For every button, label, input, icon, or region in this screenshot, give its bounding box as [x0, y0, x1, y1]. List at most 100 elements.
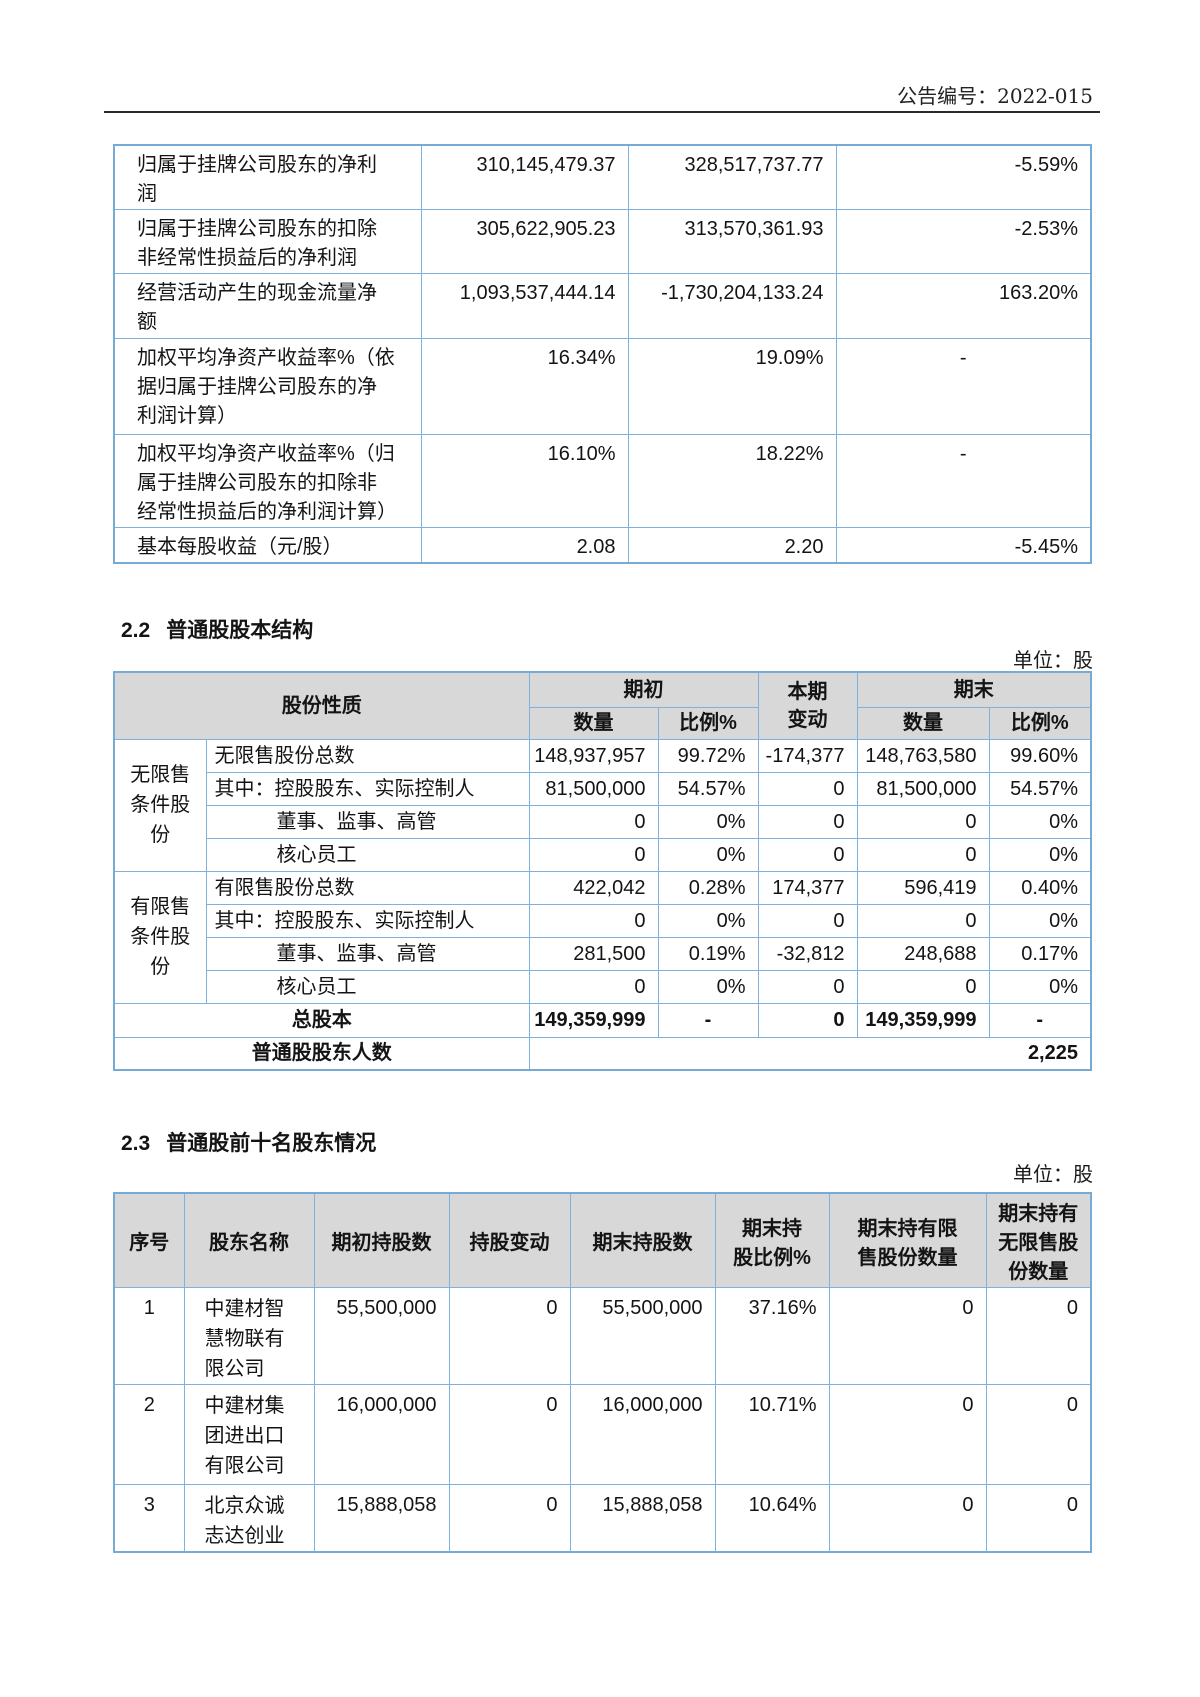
table-header-row: 数量 比例% 数量 比例%: [114, 706, 1092, 740]
value-cell: 0: [985, 1484, 1092, 1553]
index-cell: 2: [113, 1384, 185, 1485]
top-shareholders-table: 序号 股东名称 期初持股数 持股变动 期末持股数 期末持 股比例% 期末持有限 …: [113, 1192, 1092, 1553]
table-row: 核心员工 0 0% 0 0 0%: [114, 969, 1092, 1004]
header-ending: 期末: [856, 671, 1092, 708]
value-cell: 328,517,737.77: [627, 144, 837, 210]
section-number: 2.2: [121, 619, 151, 642]
value-cell: 0.40%: [988, 870, 1092, 905]
shareholder-name: 中建材智 慧物联有 限公司: [183, 1287, 315, 1385]
value-cell: 10.71%: [714, 1384, 830, 1485]
announcement-number: 公告编号：2022-015: [897, 84, 1093, 108]
header-final-ratio: 期末持 股比例%: [714, 1192, 830, 1288]
value-cell: 248,688: [856, 936, 990, 971]
value-cell: 16,000,000: [313, 1384, 450, 1485]
value-cell: 0: [856, 903, 990, 938]
row-label: 归属于挂牌公司股东的净利 润: [113, 144, 422, 210]
value-cell: 149,359,999: [856, 1002, 990, 1038]
value-cell: 10.64%: [714, 1484, 830, 1553]
header-final-shares: 期末持股数: [569, 1192, 716, 1288]
total-label: 总股本: [113, 1002, 530, 1038]
header-rule: [104, 111, 1100, 113]
value-cell: 0.28%: [657, 870, 759, 905]
value-cell: -2.53%: [835, 209, 1092, 274]
value-cell: 0%: [657, 837, 759, 872]
value-cell: 55,500,000: [569, 1287, 716, 1385]
value-cell: 313,570,361.93: [627, 209, 837, 274]
header-restricted-held: 期末持有限 售股份数量: [828, 1192, 987, 1288]
unit-label: 单位：股: [1013, 650, 1093, 672]
row-label: 核心员工: [205, 969, 530, 1004]
value-cell: 37.16%: [714, 1287, 830, 1385]
value-cell: 0: [856, 969, 990, 1004]
table-row: 归属于挂牌公司股东的净利 润 310,145,479.37 328,517,73…: [113, 144, 1092, 210]
value-cell: 0: [757, 771, 858, 806]
value-cell: 2.20: [627, 527, 837, 564]
value-cell: -: [835, 338, 1092, 435]
summary-table: 归属于挂牌公司股东的净利 润 310,145,479.37 328,517,73…: [113, 144, 1092, 564]
value-cell: -174,377: [757, 738, 858, 773]
value-cell: 0: [985, 1384, 1092, 1485]
row-label: 董事、监事、高管: [205, 804, 530, 839]
row-label: 其中：控股股东、实际控制人: [205, 771, 530, 806]
table-row: 核心员工 0 0% 0 0 0%: [114, 837, 1092, 872]
value-cell: 81,500,000: [856, 771, 990, 806]
value-cell: 0%: [657, 804, 759, 839]
value-cell: 0%: [988, 903, 1092, 938]
row-label: 其中：控股股东、实际控制人: [205, 903, 530, 938]
value-cell: 1,093,537,444.14: [420, 273, 629, 339]
value-cell: 305,622,905.23: [420, 209, 629, 274]
value-cell: 0: [828, 1484, 987, 1553]
value-cell: 0: [528, 903, 659, 938]
value-cell: -: [835, 434, 1092, 528]
section-title: 普通股股本结构: [166, 619, 314, 642]
value-cell: 0%: [988, 837, 1092, 872]
value-cell: 0: [448, 1287, 571, 1385]
value-cell: -5.45%: [835, 527, 1092, 564]
row-label: 董事、监事、高管: [205, 936, 530, 971]
table-row: 董事、监事、高管 281,500 0.19% -32,812 248,688 0…: [114, 936, 1092, 971]
value-cell: -: [988, 1002, 1092, 1038]
value-cell: 19.09%: [627, 338, 837, 435]
row-label: 核心员工: [205, 837, 530, 872]
value-cell: 2.08: [420, 527, 629, 564]
index-cell: 3: [113, 1484, 185, 1553]
value-cell: 0%: [657, 903, 759, 938]
value-cell: 596,419: [856, 870, 990, 905]
table-row: 归属于挂牌公司股东的扣除 非经常性损益后的净利润 305,622,905.23 …: [113, 209, 1092, 274]
table-row: 1 中建材智 慧物联有 限公司 55,500,000 0 55,500,000 …: [113, 1287, 1092, 1385]
total-row: 总股本 149,359,999 - 0 149,359,999 -: [113, 1002, 1092, 1038]
shareholder-name: 北京众诚 志达创业: [183, 1484, 315, 1553]
table-header-row: 股份性质 期初 本期 变动 期末: [113, 671, 1092, 740]
value-cell: 281,500: [528, 936, 659, 971]
shareholder-name: 中建材集 团进出口 有限公司: [183, 1384, 315, 1485]
header-quantity: 数量: [528, 706, 659, 740]
row-label: 加权平均净资产收益率%（依 据归属于挂牌公司股东的净 利润计算）: [113, 338, 422, 435]
row-label: 经营活动产生的现金流量净 额: [113, 273, 422, 339]
value-cell: -1,730,204,133.24: [627, 273, 837, 339]
value-cell: -5.59%: [835, 144, 1092, 210]
share-structure-table: 股份性质 期初 本期 变动 期末 数量 比例% 数量 比例% 无限售 条件股 份…: [113, 671, 1092, 1071]
row-label: 归属于挂牌公司股东的扣除 非经常性损益后的净利润: [113, 209, 422, 274]
table-row: 其中：控股股东、实际控制人 0 0% 0 0 0%: [114, 903, 1092, 938]
value-cell: 0.19%: [657, 936, 759, 971]
value-cell: 174,377: [757, 870, 858, 905]
value-cell: 0: [757, 903, 858, 938]
header-index: 序号: [113, 1192, 185, 1288]
value-cell: 18.22%: [627, 434, 837, 528]
value-cell: 16.10%: [420, 434, 629, 528]
table-row: 加权平均净资产收益率%（依 据归属于挂牌公司股东的净 利润计算） 16.34% …: [113, 338, 1092, 435]
index-cell: 1: [113, 1287, 185, 1385]
value-cell: 0: [528, 837, 659, 872]
value-cell: 0: [856, 837, 990, 872]
value-cell: 163.20%: [835, 273, 1092, 339]
group-label-restricted: 有限售 条件股 份: [113, 870, 207, 1004]
header-ratio: 比例%: [988, 706, 1092, 740]
value-cell: 15,888,058: [569, 1484, 716, 1553]
table-header-row: 序号 股东名称 期初持股数 持股变动 期末持股数 期末持 股比例% 期末持有限 …: [113, 1192, 1092, 1288]
header-beginning: 期初: [528, 671, 759, 708]
value-cell: 15,888,058: [313, 1484, 450, 1553]
value-cell: 81,500,000: [528, 771, 659, 806]
row-label: 有限售股份总数: [205, 870, 530, 905]
table-row: 加权平均净资产收益率%（归 属于挂牌公司股东的扣除非 经常性损益后的净利润计算）…: [113, 434, 1092, 528]
